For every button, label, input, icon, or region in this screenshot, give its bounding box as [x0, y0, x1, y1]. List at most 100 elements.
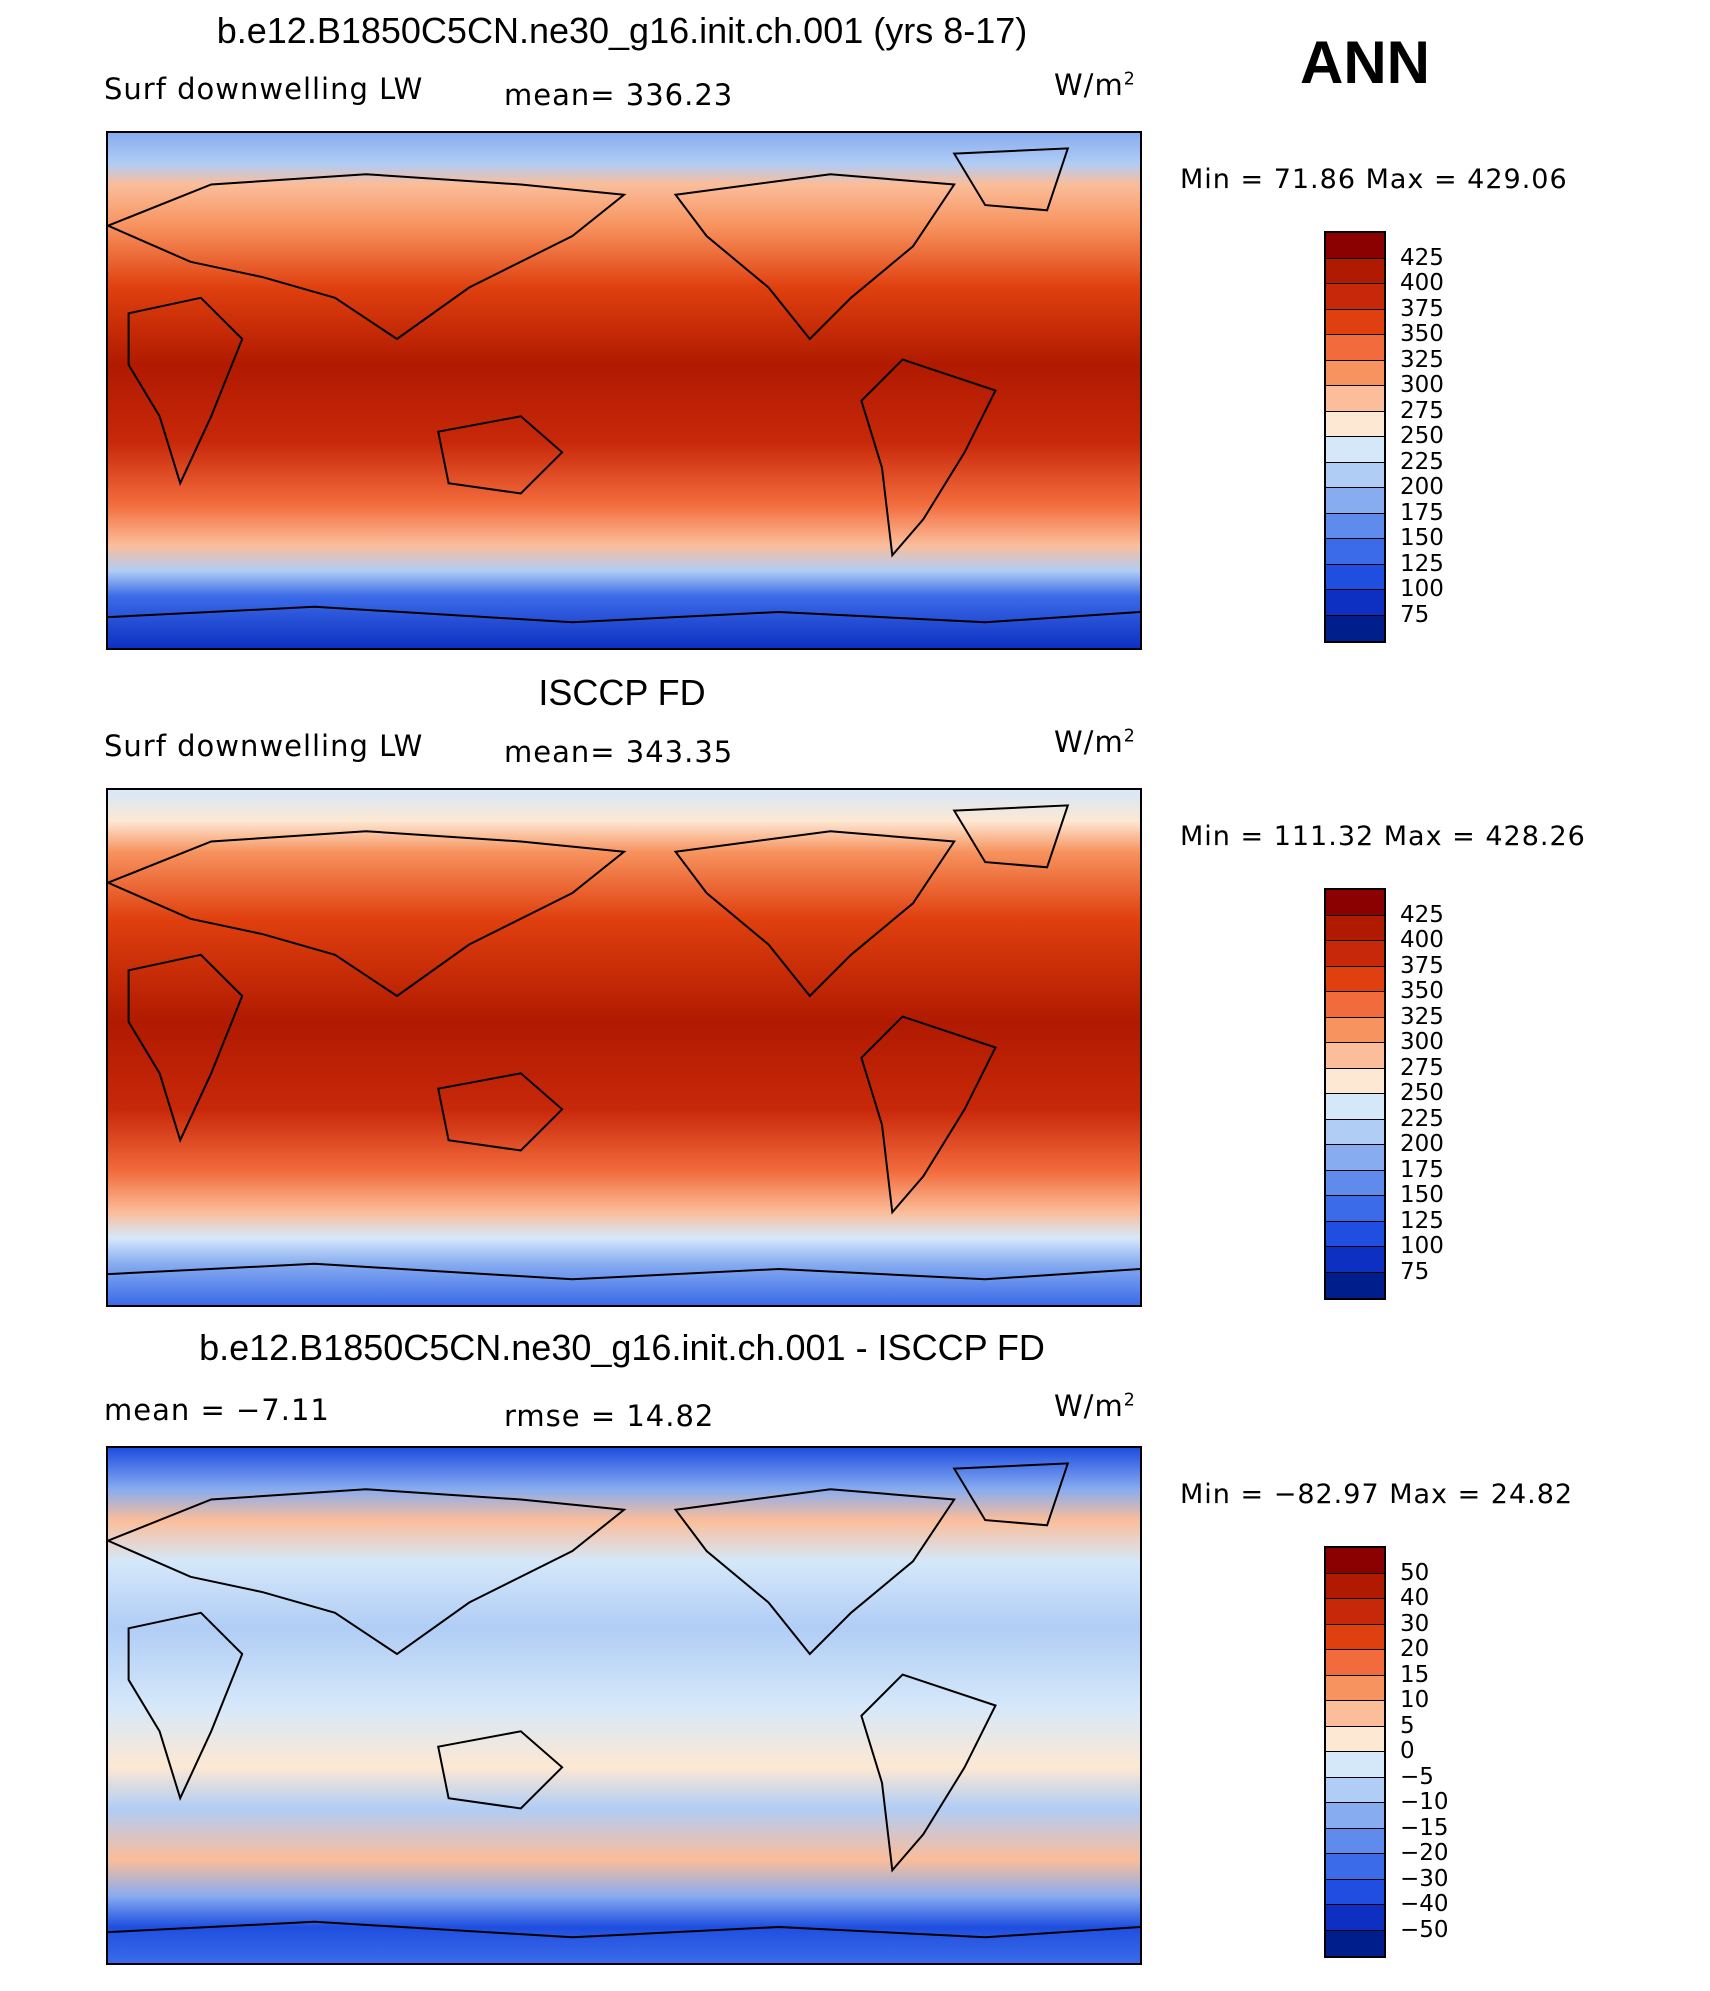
colorbar-tick-label: 150	[1400, 525, 1444, 551]
colorbar-tick-label: 350	[1400, 978, 1444, 1004]
colorbar-tick-label: 125	[1400, 550, 1444, 577]
panel-title: b.e12.B1850C5CN.ne30_g16.init.ch.001 - I…	[199, 1327, 1045, 1368]
colorbar-swatch	[1326, 1170, 1384, 1196]
colorbar-swatch	[1326, 1930, 1384, 1956]
colorbar-tick-label: 350	[1400, 321, 1444, 347]
colorbar-swatch	[1326, 386, 1384, 412]
colorbar-tick-label: 275	[1400, 1054, 1444, 1081]
colorbar-swatch	[1326, 233, 1384, 259]
colorbar-swatch	[1326, 1777, 1384, 1803]
colorbar-swatch	[1326, 488, 1384, 514]
colorbar-tick-label: 15	[1400, 1661, 1430, 1688]
colorbar-swatch	[1326, 1752, 1384, 1778]
colorbar-tick-label: 20	[1400, 1636, 1430, 1662]
colorbar-swatch	[1326, 1017, 1384, 1043]
colorbar-swatch	[1326, 1247, 1384, 1273]
colorbar-swatch	[1326, 890, 1384, 916]
colorbar-swatch	[1326, 1905, 1384, 1931]
colorbar-swatch	[1326, 564, 1384, 590]
colorbar-tick-label: −20	[1400, 1840, 1449, 1866]
colorbar-tick-label: 200	[1400, 474, 1444, 500]
colorbar-tick-label: 0	[1400, 1738, 1415, 1764]
colorbar-tick-label: 75	[1400, 601, 1430, 628]
colorbar-swatch	[1326, 1068, 1384, 1094]
colorbar-swatch	[1326, 539, 1384, 565]
units-exponent: 2	[1123, 1390, 1136, 1411]
colorbar-swatch	[1326, 1701, 1384, 1727]
panel-left-label: Surf downwelling LW	[104, 729, 424, 763]
colorbar-swatch	[1326, 360, 1384, 386]
colorbar-tick-label: 225	[1400, 1105, 1444, 1132]
colorbar-tick-label: −40	[1400, 1891, 1449, 1917]
colorbar-tick-label: 400	[1400, 927, 1444, 953]
colorbar-swatch	[1326, 1196, 1384, 1222]
world-map	[108, 1448, 1140, 1963]
colorbar-swatch	[1326, 309, 1384, 335]
colorbar-tick-label: 425	[1400, 901, 1444, 928]
colorbar-tick-label: 200	[1400, 1131, 1444, 1157]
map-panel	[106, 788, 1142, 1307]
colorbar-tick-label: 30	[1400, 1610, 1430, 1637]
colorbar-swatch	[1326, 1119, 1384, 1145]
colorbar-swatch	[1326, 462, 1384, 488]
colorbar-swatch	[1326, 1599, 1384, 1625]
colorbar-tick-label: 50	[1400, 1559, 1430, 1586]
colorbar-swatch	[1326, 1094, 1384, 1120]
colorbar-swatch	[1326, 615, 1384, 641]
colorbar-tick-label: −30	[1400, 1865, 1449, 1892]
colorbar-swatch	[1326, 1879, 1384, 1905]
colorbar-swatch	[1326, 437, 1384, 463]
colorbar-tick-label: 300	[1400, 372, 1444, 398]
colorbar	[1324, 1546, 1386, 1958]
colorbar-tick-label: 250	[1400, 1080, 1444, 1106]
colorbar-swatch	[1326, 258, 1384, 284]
colorbar-tick-label: 225	[1400, 448, 1444, 475]
units-exponent: 2	[1123, 726, 1136, 747]
colorbar-swatch	[1326, 915, 1384, 941]
colorbar	[1324, 888, 1386, 1300]
colorbar-swatch	[1326, 335, 1384, 361]
colorbar-tick-label: 150	[1400, 1182, 1444, 1208]
panel-center-label: mean= 343.35	[504, 735, 734, 769]
panel-title: b.e12.B1850C5CN.ne30_g16.init.ch.001 (yr…	[216, 10, 1028, 51]
world-map	[108, 790, 1140, 1305]
colorbar-tick-label: 175	[1400, 1156, 1444, 1183]
panel-left-label: mean = −7.11	[104, 1393, 330, 1427]
colorbar-swatch	[1326, 992, 1384, 1018]
colorbar-tick-label: 325	[1400, 346, 1444, 373]
map-panel	[106, 1446, 1142, 1965]
map-panel	[106, 131, 1142, 650]
colorbar-tick-label: 300	[1400, 1029, 1444, 1055]
colorbar-tick-label: 40	[1400, 1585, 1430, 1611]
colorbar-tick-label: 5	[1400, 1712, 1415, 1739]
colorbar-tick-label: 375	[1400, 295, 1444, 322]
colorbar-swatch	[1326, 284, 1384, 310]
colorbar-tick-label: 275	[1400, 397, 1444, 424]
colorbar-tick-label: −10	[1400, 1789, 1449, 1815]
colorbar-tick-label: −15	[1400, 1814, 1449, 1841]
panel-left-label: Surf downwelling LW	[104, 72, 424, 106]
colorbar-swatch	[1326, 1221, 1384, 1247]
panel-title: ISCCP FD	[538, 672, 706, 713]
colorbar-swatch	[1326, 1624, 1384, 1650]
colorbar-tick-label: −5	[1400, 1763, 1434, 1790]
colorbar-swatch	[1326, 411, 1384, 437]
colorbar-swatch	[1326, 1726, 1384, 1752]
colorbar-tick-label: 125	[1400, 1207, 1444, 1234]
min-max-label: Min = −82.97 Max = 24.82	[1180, 1479, 1574, 1510]
colorbar-swatch	[1326, 1650, 1384, 1676]
colorbar-swatch	[1326, 1145, 1384, 1171]
colorbar-swatch	[1326, 1803, 1384, 1829]
colorbar-swatch	[1326, 1548, 1384, 1574]
world-map	[108, 133, 1140, 648]
panel-units: W/m2	[1054, 725, 1136, 759]
colorbar-tick-label: 100	[1400, 1233, 1444, 1259]
colorbar-swatch	[1326, 1828, 1384, 1854]
colorbar-tick-label: 75	[1400, 1258, 1430, 1285]
panel-center-label: mean= 336.23	[504, 78, 734, 112]
colorbar-tick-label: 375	[1400, 952, 1444, 979]
colorbar-tick-label: 425	[1400, 244, 1444, 271]
colorbar-swatch	[1326, 1854, 1384, 1880]
colorbar	[1324, 231, 1386, 643]
panel-center-label: rmse = 14.82	[504, 1399, 715, 1433]
